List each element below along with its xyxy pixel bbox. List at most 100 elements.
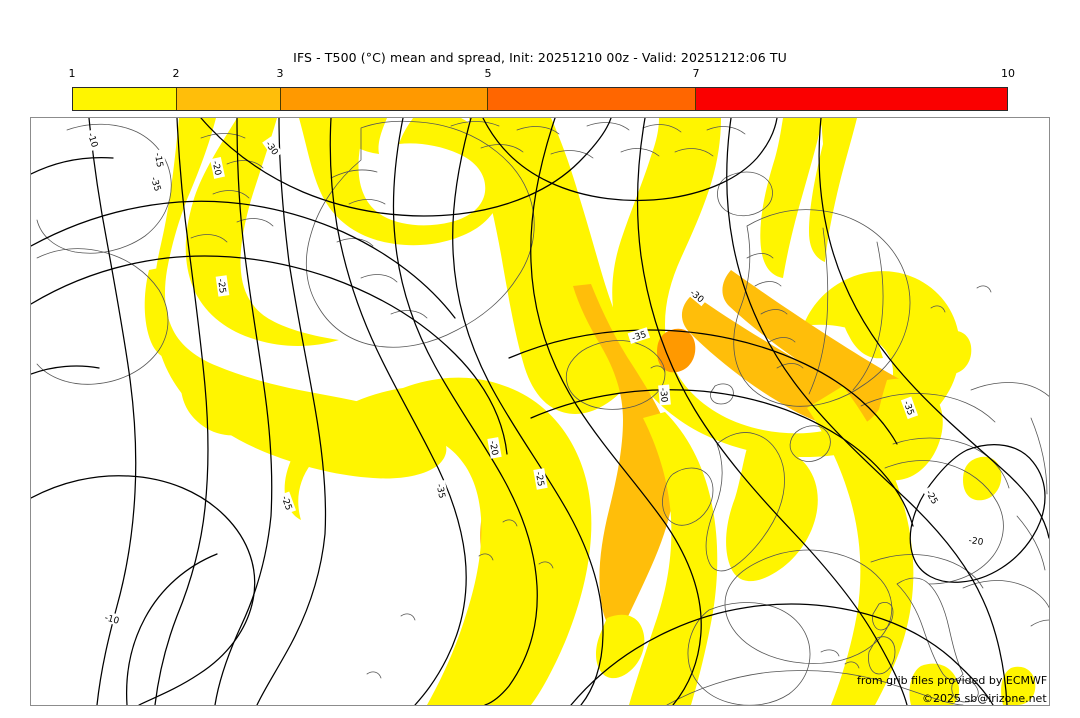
coastline-north-africa <box>666 670 964 705</box>
contour-label: -25 <box>533 471 545 487</box>
coastline-great-britain <box>705 432 785 572</box>
coastline-black-sea <box>1030 619 1049 627</box>
coastline-denmark <box>789 425 831 462</box>
colorbar: 1 2 3 5 7 10 <box>69 67 1015 111</box>
spread-shading-layer <box>144 118 1036 705</box>
contour-line <box>256 118 327 705</box>
contour-label: -30 <box>657 387 668 403</box>
coastline-corsica-sardinia <box>868 602 896 675</box>
colorbar-segment-3-5 <box>280 88 489 110</box>
spread-band-yellow <box>760 118 823 278</box>
border-poland <box>892 437 1010 489</box>
spread-band-yellow <box>629 412 718 705</box>
colorbar-segment-1-2 <box>73 88 177 110</box>
data-source-credit: from grib files provided by ECMWF <box>857 674 1048 687</box>
spread-band-yellow <box>726 446 818 582</box>
border-central-europe <box>884 460 1004 585</box>
border-sweden-norway <box>808 227 829 395</box>
spread-band-yellow <box>181 390 249 436</box>
spread-patch-yellow <box>963 456 1002 501</box>
coastline-arctic-islands <box>450 121 746 159</box>
map-panel[interactable]: -10 -15 -20 -25 -30 <box>30 117 1050 706</box>
border-alps <box>870 554 984 589</box>
contour-line <box>31 200 456 319</box>
contour-line <box>200 118 612 217</box>
contour-line <box>214 118 273 705</box>
contour-layer <box>31 118 1049 705</box>
spread-band-yellow <box>874 378 943 481</box>
contour-line <box>570 603 994 705</box>
colorbar-tick-10: 10 <box>1001 67 1015 80</box>
contour-line <box>452 118 604 705</box>
weather-map[interactable]: -10 -15 -20 -25 -30 <box>31 118 1049 705</box>
contour-line <box>329 118 467 705</box>
coastline-scandinavia <box>733 209 911 407</box>
contour-line <box>636 118 908 705</box>
colorbar-segment-5-7 <box>488 88 696 110</box>
contour-line <box>31 475 256 705</box>
spread-patch-yellow <box>595 614 645 679</box>
colorbar-segment-2-3 <box>176 88 281 110</box>
contour-line <box>31 255 508 455</box>
contour-label: -20 <box>487 440 499 456</box>
contour-line <box>726 118 1008 705</box>
contour-line <box>530 389 914 527</box>
colorbar-tick-3: 3 <box>276 67 284 80</box>
colorbar-segment-7-10 <box>695 88 1007 110</box>
spread-band-yellow <box>144 268 179 360</box>
spread-band-yellow <box>551 118 960 458</box>
contour-label: -35 <box>631 330 648 344</box>
contour-label: -10 <box>85 132 99 149</box>
spread-patch-yellow <box>1001 666 1036 705</box>
contour-line <box>392 118 538 705</box>
coastline-iberia <box>687 602 811 705</box>
coastline-baltic-sea <box>860 393 996 423</box>
colorbar-tick-2: 2 <box>172 67 180 80</box>
spread-band-amber <box>722 270 929 413</box>
colorbar-tick-5: 5 <box>484 67 492 80</box>
contour-label: -10 <box>103 613 120 627</box>
coastline-norway-fjords <box>746 253 804 369</box>
contour-label: -25 <box>279 495 293 512</box>
border-east <box>1016 417 1048 571</box>
coastline-faroes <box>710 383 734 405</box>
colorbar-tick-7: 7 <box>692 67 700 80</box>
contour-label: -35 <box>434 483 447 499</box>
coastline-greenland <box>306 120 535 348</box>
spread-spot-orange <box>657 328 696 373</box>
coastline-balearics <box>820 649 860 669</box>
coastline-sicily <box>951 679 979 703</box>
coastline-islands-misc <box>366 285 992 679</box>
coastline-labrador <box>36 248 169 385</box>
coastline-iceland <box>565 340 666 410</box>
coastline-ireland <box>662 467 714 526</box>
border-baltic-states <box>970 382 1049 397</box>
contour-label: -35 <box>148 176 162 193</box>
colorbar-tick-1: 1 <box>68 67 76 80</box>
contour-line <box>31 157 114 375</box>
border-balkans <box>962 580 1049 609</box>
colorbar-gradient <box>72 87 1008 111</box>
coastline-baffin <box>36 123 172 254</box>
coastline-western-europe <box>724 549 893 664</box>
spread-band-yellow <box>299 118 504 246</box>
spread-band-yellow <box>284 377 592 705</box>
spread-patch-yellow <box>933 330 972 375</box>
contour-label-layer: -10 -15 -20 -25 -30 <box>85 128 987 627</box>
spread-band-yellow <box>809 118 857 262</box>
coastline-svalbard <box>717 171 773 217</box>
contour-line <box>154 118 209 705</box>
spread-band-amber <box>573 284 675 636</box>
contour-label: -20 <box>210 160 223 177</box>
contour-line <box>126 553 218 705</box>
contour-label: -15 <box>152 152 164 168</box>
contour-line <box>909 444 1046 583</box>
contour-label: -20 <box>968 536 984 548</box>
border-finland <box>852 241 884 391</box>
coastline-layer <box>36 120 1049 705</box>
contour-line <box>88 118 137 705</box>
spread-band-yellow <box>331 118 387 154</box>
copyright-credit: ©2025 sb@irizone.net <box>922 692 1047 705</box>
contour-line <box>508 329 898 445</box>
contour-line <box>482 118 778 202</box>
